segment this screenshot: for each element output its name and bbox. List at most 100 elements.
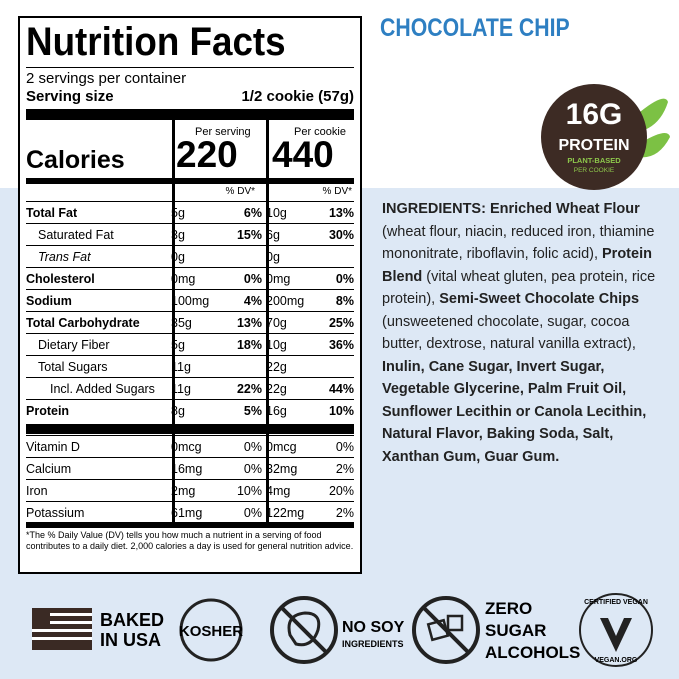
daily-value: 5% bbox=[243, 404, 262, 418]
daily-value: 44% bbox=[328, 382, 354, 396]
daily-value: 15% bbox=[236, 228, 262, 242]
badge-amount: 16G bbox=[566, 98, 623, 131]
ingredient-text: Protein Blend bbox=[382, 246, 652, 285]
nutrient-row: Iron 2mg 10% 4mg 20% bbox=[26, 479, 354, 502]
amount: 10g bbox=[266, 206, 287, 220]
icon-text: CERTIFIED VEGAN bbox=[584, 599, 648, 606]
ingredient-text: INGREDIENTS: Enriched Wheat Flour bbox=[382, 201, 640, 217]
nutrient-row: Total Carbohydrate 35g 13% 70g 25% bbox=[26, 311, 354, 334]
dv-header: % DV* bbox=[322, 186, 352, 197]
col-header: Per serving bbox=[195, 126, 251, 138]
daily-value: 13% bbox=[236, 316, 262, 330]
nutrient-name: Incl. Added Sugars bbox=[50, 382, 155, 396]
footnote: *The % Daily Value (DV) tells you how mu… bbox=[26, 530, 354, 551]
daily-value: 18% bbox=[236, 338, 262, 352]
nutrient-row: Potassium 61mg 0% 122mg 2% bbox=[26, 501, 354, 524]
badge: 16G PROTEIN PLANT-BASED PER COOKIE bbox=[541, 84, 670, 190]
nutrient-row: Vitamin D 0mcg 0% 0mcg 0% bbox=[26, 435, 354, 458]
icon-text: SUGAR bbox=[485, 621, 546, 640]
amount: 0g bbox=[171, 250, 185, 264]
ingredient-text: Inulin, Cane Sugar, Invert Sugar, Vegeta… bbox=[382, 358, 647, 465]
amount: 16mg bbox=[171, 462, 203, 476]
nutrient-row: Calcium 16mg 0% 32mg 2% bbox=[26, 457, 354, 480]
label-title: Nutrition Facts bbox=[26, 20, 286, 64]
daily-value: 0% bbox=[243, 272, 262, 286]
amount: 11g bbox=[171, 382, 191, 396]
nutrient-row: Dietary Fiber 5g 18% 10g 36% bbox=[26, 333, 354, 356]
nutrient-name: Protein bbox=[26, 404, 70, 418]
daily-value: 0% bbox=[335, 272, 354, 286]
ingredient-text: (vital wheat gluten, pea protein, rice p… bbox=[382, 268, 656, 308]
col-header: Per cookie bbox=[294, 126, 346, 138]
amount: 8g bbox=[171, 404, 185, 418]
daily-value: 10% bbox=[236, 484, 262, 498]
amount: 5g bbox=[171, 206, 185, 220]
nutrient-row: Cholesterol 0mg 0% 0mg 0% bbox=[26, 267, 354, 290]
amount: 16g bbox=[266, 404, 287, 418]
amount: 32mg bbox=[266, 462, 298, 476]
icon-text: KOSHER bbox=[179, 623, 243, 640]
amount: 22g bbox=[266, 360, 287, 374]
daily-value: 6% bbox=[243, 206, 262, 220]
amount: 0g bbox=[266, 250, 280, 264]
nutrient-name: Calcium bbox=[26, 462, 72, 476]
serving-size-value: 1/2 cookie (57g) bbox=[241, 88, 354, 105]
daily-value: 25% bbox=[328, 316, 354, 330]
amount: 11g bbox=[171, 360, 191, 374]
daily-value: 8% bbox=[335, 294, 354, 308]
calories-label: Calories bbox=[26, 146, 125, 174]
nutrient-row: Total Sugars 11g 22g bbox=[26, 355, 354, 378]
nutrient-name: Trans Fat bbox=[38, 250, 91, 264]
nutrient-name: Iron bbox=[26, 484, 48, 498]
amount: 61mg bbox=[171, 506, 203, 520]
nutrient-name: Total Sugars bbox=[38, 360, 108, 374]
icon-text: NO SOY bbox=[342, 619, 405, 636]
daily-value: 2% bbox=[335, 506, 354, 520]
nutrient-row: Sodium 100mg 4% 200mg 8% bbox=[26, 289, 354, 312]
nutrient-name: Total Fat bbox=[26, 206, 78, 220]
icon-text: ZERO bbox=[485, 599, 532, 618]
amount: 35g bbox=[171, 316, 192, 330]
amount: 122mg bbox=[266, 506, 305, 520]
badge-sub: PLANT-BASED bbox=[567, 156, 621, 165]
nutrient-name: Sodium bbox=[26, 294, 72, 308]
flavor: CHOCOLATE CHIP bbox=[380, 14, 570, 42]
daily-value: 0% bbox=[243, 440, 262, 454]
ingredient-text: (wheat flour, niacin, reduced iron, thia… bbox=[382, 223, 655, 263]
nutrient-name: Total Carbohydrate bbox=[26, 316, 140, 330]
servings: 2 servings per container bbox=[26, 70, 187, 87]
icons: BAKED IN USA KOSHER NO SOY INGREDIENTS Z… bbox=[32, 593, 653, 667]
amount: 2mg bbox=[171, 484, 196, 498]
dv-header: % DV* bbox=[225, 186, 255, 197]
nutrient-row: Total Fat 5g 6% 10g 13% bbox=[26, 201, 354, 224]
amount: 6g bbox=[266, 228, 280, 242]
ingredient-text: Semi-Sweet Chocolate Chips bbox=[439, 291, 640, 307]
amount: 70g bbox=[266, 316, 287, 330]
icon-text: INGREDIENTS bbox=[342, 639, 404, 649]
amount: 200mg bbox=[266, 294, 305, 308]
nutrient-name: Cholesterol bbox=[26, 272, 95, 286]
calories: 440 bbox=[272, 134, 334, 175]
daily-value: 10% bbox=[328, 404, 354, 418]
daily-value: 0% bbox=[243, 462, 262, 476]
amount: 22g bbox=[266, 382, 287, 396]
nutrient-name: Saturated Fat bbox=[38, 228, 114, 242]
nutrient-row: Saturated Fat 3g 15% 6g 30% bbox=[26, 223, 354, 246]
badge-label: PROTEIN bbox=[558, 137, 629, 154]
daily-value: 0% bbox=[335, 440, 354, 454]
daily-value: 22% bbox=[236, 382, 262, 396]
nutrient-row: Protein 8g 5% 16g 10% bbox=[26, 399, 354, 422]
daily-value: 0% bbox=[243, 506, 262, 520]
icon-text: BAKED bbox=[100, 610, 164, 630]
nutrient-name: Potassium bbox=[26, 506, 85, 520]
ingredients: INGREDIENTS: Enriched Wheat Flour (wheat… bbox=[382, 198, 667, 468]
amount: 0mg bbox=[266, 272, 291, 286]
daily-value: 4% bbox=[243, 294, 262, 308]
ingredient-text: (unsweetened chocolate, sugar, cocoa but… bbox=[382, 313, 636, 353]
amount: 10g bbox=[266, 338, 287, 352]
serving-size-label: Serving size bbox=[26, 88, 114, 105]
daily-value: 2% bbox=[335, 462, 354, 476]
amount: 0mcg bbox=[266, 440, 297, 454]
amount: 0mcg bbox=[171, 440, 202, 454]
